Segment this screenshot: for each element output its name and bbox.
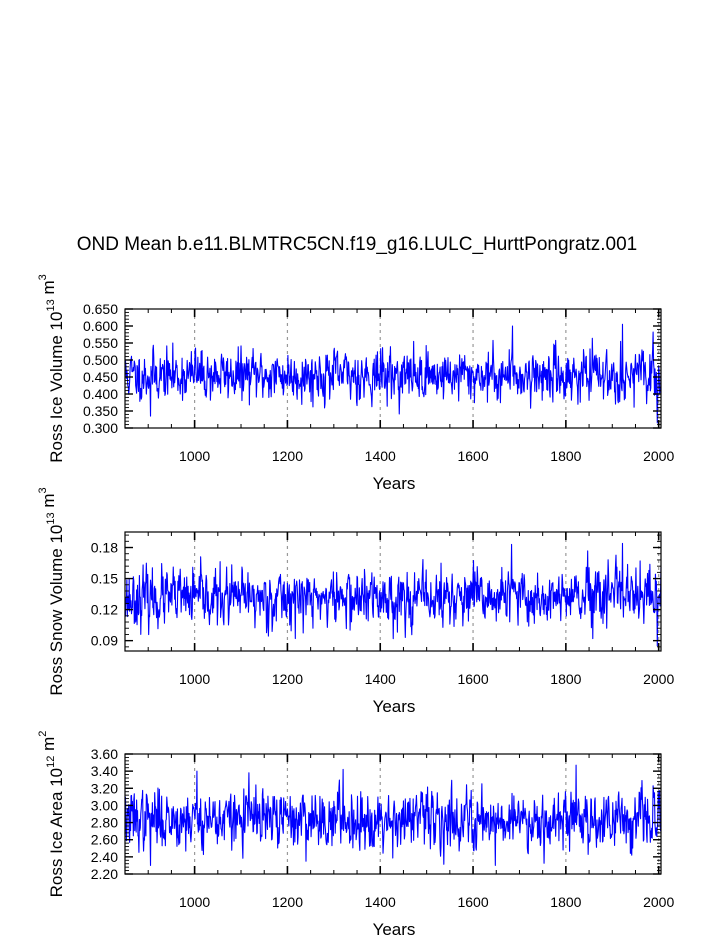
y-tick-label: 0.350 xyxy=(83,403,118,419)
x-tick-label: 1200 xyxy=(272,894,303,910)
x-tick-label: 1400 xyxy=(365,671,396,687)
plot-frame xyxy=(124,753,662,875)
x-tick-label: 1800 xyxy=(550,671,581,687)
y-tick-label: 3.60 xyxy=(91,746,118,762)
x-tick-label: 1000 xyxy=(179,671,210,687)
chart-panel-3: 1000 1200 1400 1600 1800 2000 2.202.402.602.80… xyxy=(37,731,674,935)
x-tick-label: 2000 xyxy=(643,894,674,910)
x-axis-title: Years xyxy=(373,920,416,935)
y-tick-label: 2.60 xyxy=(91,832,118,848)
x-tick-label: 1600 xyxy=(457,448,488,464)
y-axis-title: Ross Ice Area 1012 m2 xyxy=(37,731,66,898)
series-line xyxy=(124,542,662,647)
y-tick-label: 3.00 xyxy=(91,797,118,813)
plot-frame xyxy=(124,531,662,652)
y-tick-label: 2.20 xyxy=(91,866,118,882)
y-tick-label: 3.40 xyxy=(91,763,118,779)
x-tick-label: 1400 xyxy=(365,448,396,464)
y-tick-label: 3.20 xyxy=(91,780,118,796)
x-tick-label: 1200 xyxy=(272,448,303,464)
series-line xyxy=(124,323,662,424)
y-axis-title: Ross Ice Volume 1013 m3 xyxy=(37,274,66,462)
chart-panel-1: 1000 1200 1400 1600 1800 20000.3000.3500.4000… xyxy=(37,274,674,493)
y-tick-label: 0.650 xyxy=(83,301,118,317)
y-tick-label: 2.40 xyxy=(91,849,118,865)
x-tick-label: 1000 xyxy=(179,448,210,464)
y-tick-label: 0.550 xyxy=(83,335,118,351)
x-axis-title: Years xyxy=(373,697,416,716)
y-tick-label: 0.400 xyxy=(83,386,118,402)
series-line xyxy=(124,764,662,866)
y-tick-label: 0.15 xyxy=(91,571,118,587)
y-tick-label: 0.12 xyxy=(91,602,118,618)
y-axis-title: Ross Snow Volume 1013 m3 xyxy=(37,487,66,695)
x-tick-label: 2000 xyxy=(643,448,674,464)
x-tick-label: 1200 xyxy=(272,671,303,687)
y-tick-label: 0.300 xyxy=(83,420,118,436)
x-axis-title: Years xyxy=(373,474,416,493)
x-tick-label: 1800 xyxy=(550,448,581,464)
x-tick-label: 1600 xyxy=(457,894,488,910)
x-tick-label: 2000 xyxy=(643,671,674,687)
y-tick-label: 0.500 xyxy=(83,352,118,368)
plot-frame xyxy=(124,308,662,429)
chart-panel-2: 1000 1200 1400 1600 1800 2000 0.09 0.12 0.15 0.18… xyxy=(37,487,674,716)
x-tick-label: 1800 xyxy=(550,894,581,910)
x-tick-label: 1400 xyxy=(365,894,396,910)
y-tick-label: 2.80 xyxy=(91,815,118,831)
x-tick-label: 1000 xyxy=(179,894,210,910)
y-tick-label: 0.18 xyxy=(91,540,118,556)
y-tick-label: 0.09 xyxy=(91,633,118,649)
y-tick-label: 0.450 xyxy=(83,369,118,385)
figure-title: OND Mean b.e11.BLMTRC5CN.f19_g16.LULC_Hu… xyxy=(77,234,637,255)
x-tick-label: 1600 xyxy=(457,671,488,687)
y-tick-label: 0.600 xyxy=(83,318,118,334)
